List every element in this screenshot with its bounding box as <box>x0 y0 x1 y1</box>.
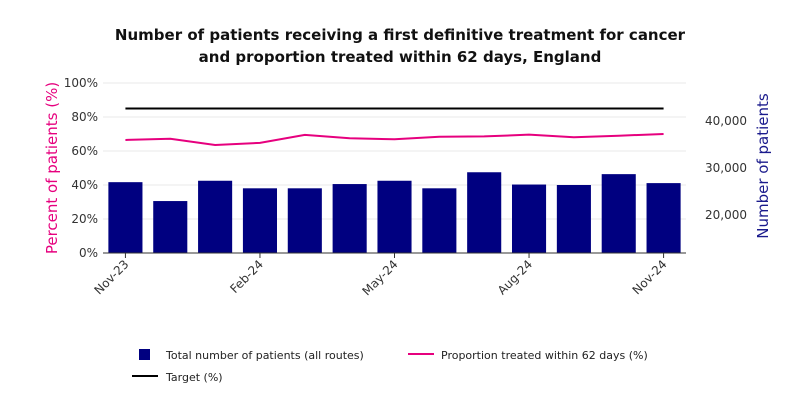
y-left-tick-label: 40% <box>71 178 98 192</box>
bar[interactable] <box>153 201 188 253</box>
y-right-tick-labels: 20,000 30,000 40,000 <box>705 114 747 222</box>
bar[interactable] <box>556 185 591 253</box>
x-tick-label: Aug-24 <box>495 257 535 297</box>
bar[interactable] <box>377 180 412 253</box>
y-left-tick-label: 80% <box>71 110 98 124</box>
legend-label-target: Target (%) <box>165 371 223 384</box>
bar[interactable] <box>287 188 322 253</box>
x-tick-label: May-24 <box>359 257 400 298</box>
bar[interactable] <box>198 180 233 253</box>
legend: Total number of patients (all routes) Pr… <box>132 349 648 384</box>
y-left-tick-label: 60% <box>71 144 98 158</box>
legend-item-proportion[interactable]: Proportion treated within 62 days (%) <box>408 349 648 362</box>
proportion-line[interactable] <box>125 133 664 147</box>
bar[interactable] <box>467 172 502 253</box>
x-tick-label: Nov-24 <box>630 257 670 297</box>
legend-swatch-bars <box>139 349 150 360</box>
bar-series <box>108 172 681 253</box>
y-left-tick-label: 20% <box>71 212 98 226</box>
line-series <box>125 107 664 147</box>
bar[interactable] <box>601 174 636 253</box>
x-tick-labels: Nov-23 Feb-24 May-24 Aug-24 Nov-24 <box>91 253 670 298</box>
bar[interactable] <box>242 188 278 253</box>
bar[interactable] <box>511 184 547 253</box>
legend-item-bars[interactable]: Total number of patients (all routes) <box>139 349 364 362</box>
legend-label-proportion: Proportion treated within 62 days (%) <box>441 349 648 362</box>
bar[interactable] <box>108 182 143 253</box>
x-tick-label: Nov-23 <box>91 257 131 297</box>
legend-label-bars: Total number of patients (all routes) <box>165 349 364 362</box>
y-left-tick-labels: 0% 20% 40% 60% 80% 100% <box>64 76 98 260</box>
y-right-tick-label: 30,000 <box>705 161 747 175</box>
chart-title-line2: and proportion treated within 62 days, E… <box>199 48 602 66</box>
y-right-tick-label: 40,000 <box>705 114 747 128</box>
legend-item-target[interactable]: Target (%) <box>132 371 223 384</box>
y-right-tick-label: 20,000 <box>705 208 747 222</box>
y-right-axis-title: Number of patients <box>754 93 772 239</box>
chart-title-line1: Number of patients receiving a first def… <box>115 26 686 44</box>
y-left-tick-label: 100% <box>64 76 98 90</box>
x-tick-label: Feb-24 <box>227 257 266 296</box>
bar[interactable] <box>646 183 681 253</box>
y-left-tick-label: 0% <box>79 246 98 260</box>
bar[interactable] <box>332 184 367 253</box>
bar[interactable] <box>422 188 457 253</box>
y-left-axis-title: Percent of patients (%) <box>43 82 61 254</box>
